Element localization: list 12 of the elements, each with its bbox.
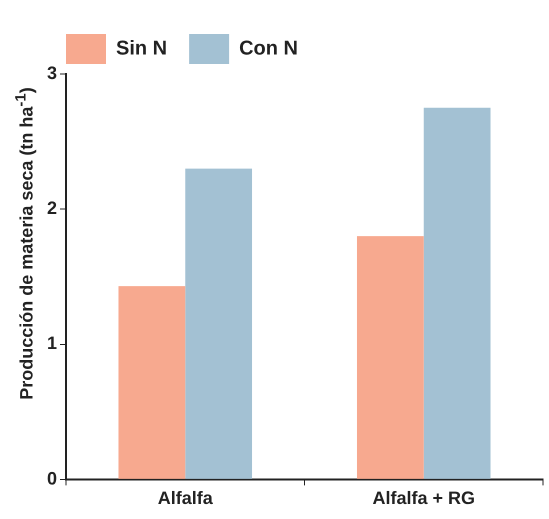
y-tick-label: 2 <box>46 198 58 218</box>
bar <box>185 168 252 479</box>
x-tick-label: Alfalfa <box>158 488 214 508</box>
y-tick-label: 1 <box>46 333 58 354</box>
legend-label: Sin N <box>116 38 168 60</box>
legend-label: Con N <box>239 38 298 60</box>
bar <box>118 286 186 479</box>
y-tick-label: 3 <box>46 62 58 83</box>
bar <box>356 236 424 479</box>
bar <box>424 108 491 479</box>
x-tick-label: Alfalfa + RG <box>372 488 476 508</box>
y-tick-label: 0 <box>46 468 58 488</box>
